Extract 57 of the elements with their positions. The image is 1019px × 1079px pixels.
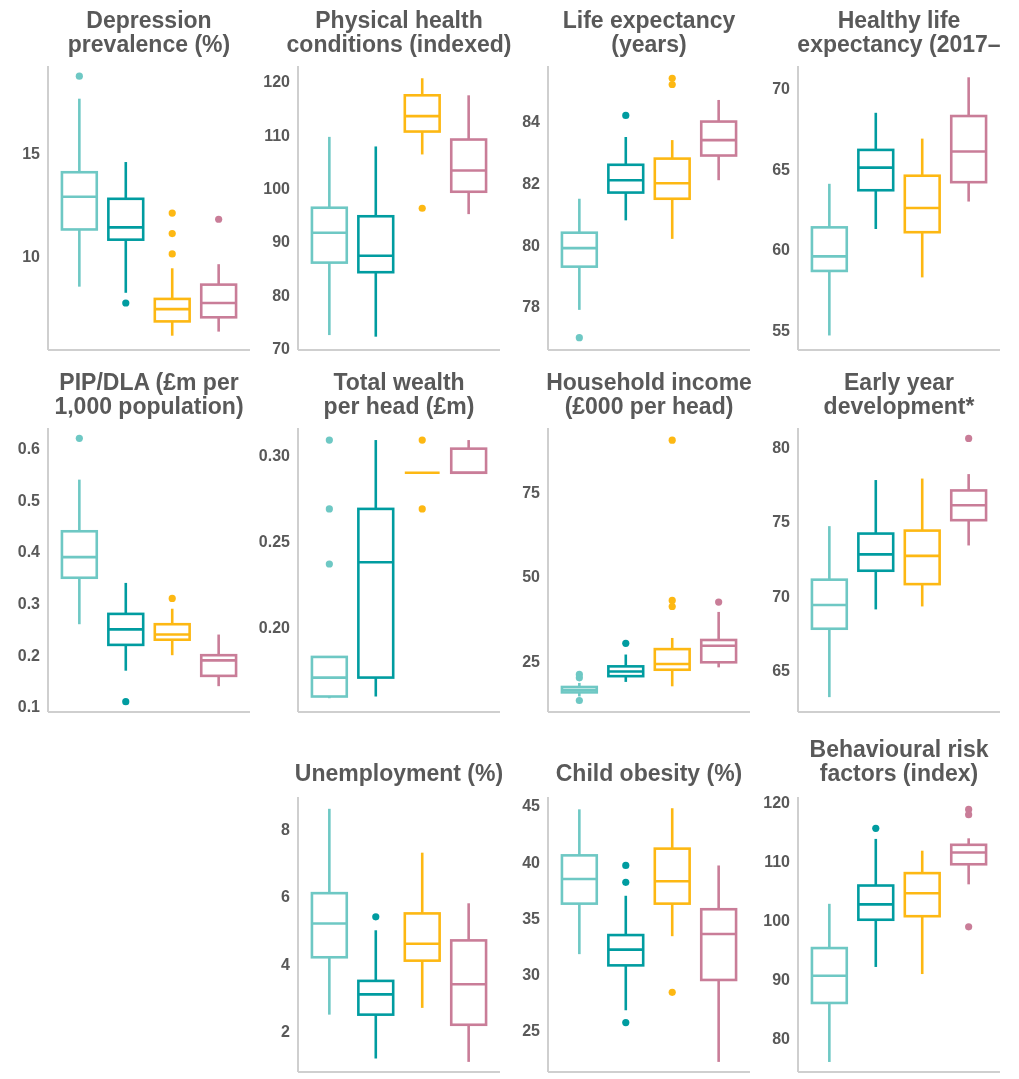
y-tick-label: 120: [763, 794, 791, 812]
y-tick-label: 4: [281, 955, 291, 973]
y-tick-label: 70: [272, 339, 291, 357]
chart-title: PIP/DLA (£m per 1,000 population): [54, 369, 244, 419]
y-tick-label: 60: [772, 241, 791, 259]
y-tick-label: 0.3: [17, 595, 41, 613]
y-tick-label: 120: [263, 73, 291, 91]
chart-title: Unemployment (%): [294, 760, 504, 786]
y-tick-label: 30: [522, 965, 541, 983]
y-tick-label: 80: [772, 1030, 791, 1048]
y-tick-label: 90: [772, 971, 791, 989]
chart-title: Total wealth per head (£m): [323, 369, 475, 419]
chart-title: Physical health conditions (indexed): [286, 7, 512, 57]
y-tick-label: 80: [772, 438, 791, 456]
y-tick-label: 0.2: [17, 646, 41, 664]
y-tick-label: 100: [763, 912, 791, 930]
y-tick-label: 65: [772, 661, 791, 679]
y-tick-label: 110: [764, 853, 791, 871]
y-tick-label: 50: [522, 568, 541, 586]
y-tick-label: 84: [522, 113, 541, 131]
y-tick-label: 70: [772, 587, 791, 605]
y-tick-label: 110: [264, 126, 291, 144]
y-tick-label: 0.4: [17, 543, 41, 561]
chart-title: Behavioural risk factors (index): [809, 736, 989, 786]
y-tick-label: 90: [272, 233, 291, 251]
y-tick-label: 35: [522, 909, 541, 927]
chart-title: Depression prevalence (%): [67, 7, 231, 57]
chart-title: Household income (£000 per head): [546, 369, 752, 419]
y-tick-label: 0.1: [17, 698, 41, 716]
y-tick-label: 0.30: [258, 447, 291, 465]
y-tick-label: 0.20: [258, 619, 291, 637]
chart-title: Life expectancy (years): [562, 7, 736, 57]
y-tick-label: 25: [522, 652, 541, 670]
y-tick-label: 70: [772, 80, 791, 98]
y-tick-label: 10: [22, 247, 41, 265]
y-tick-label: 0.25: [258, 533, 291, 551]
y-tick-label: 8: [281, 820, 291, 838]
y-tick-label: 75: [772, 513, 791, 531]
y-tick-label: 80: [522, 236, 541, 254]
y-tick-label: 6: [281, 888, 291, 906]
y-tick-label: 65: [772, 160, 791, 178]
y-tick-label: 100: [263, 180, 291, 198]
y-tick-label: 80: [272, 286, 291, 304]
y-tick-label: 75: [522, 483, 541, 501]
y-tick-label: 82: [522, 174, 541, 192]
y-tick-label: 25: [522, 1021, 541, 1039]
chart-title: Healthy life expectancy (2017–: [797, 7, 1001, 57]
y-tick-label: 15: [22, 145, 41, 163]
y-tick-label: 0.5: [17, 491, 41, 509]
y-tick-label: 45: [522, 797, 541, 815]
chart-title: Child obesity (%): [555, 760, 743, 786]
y-tick-label: 0.6: [17, 440, 41, 458]
chart-title: Early year development*: [823, 369, 975, 419]
y-tick-label: 2: [281, 1023, 291, 1041]
y-tick-label: 55: [772, 322, 791, 340]
y-tick-label: 40: [522, 853, 541, 871]
y-tick-label: 78: [522, 298, 541, 316]
